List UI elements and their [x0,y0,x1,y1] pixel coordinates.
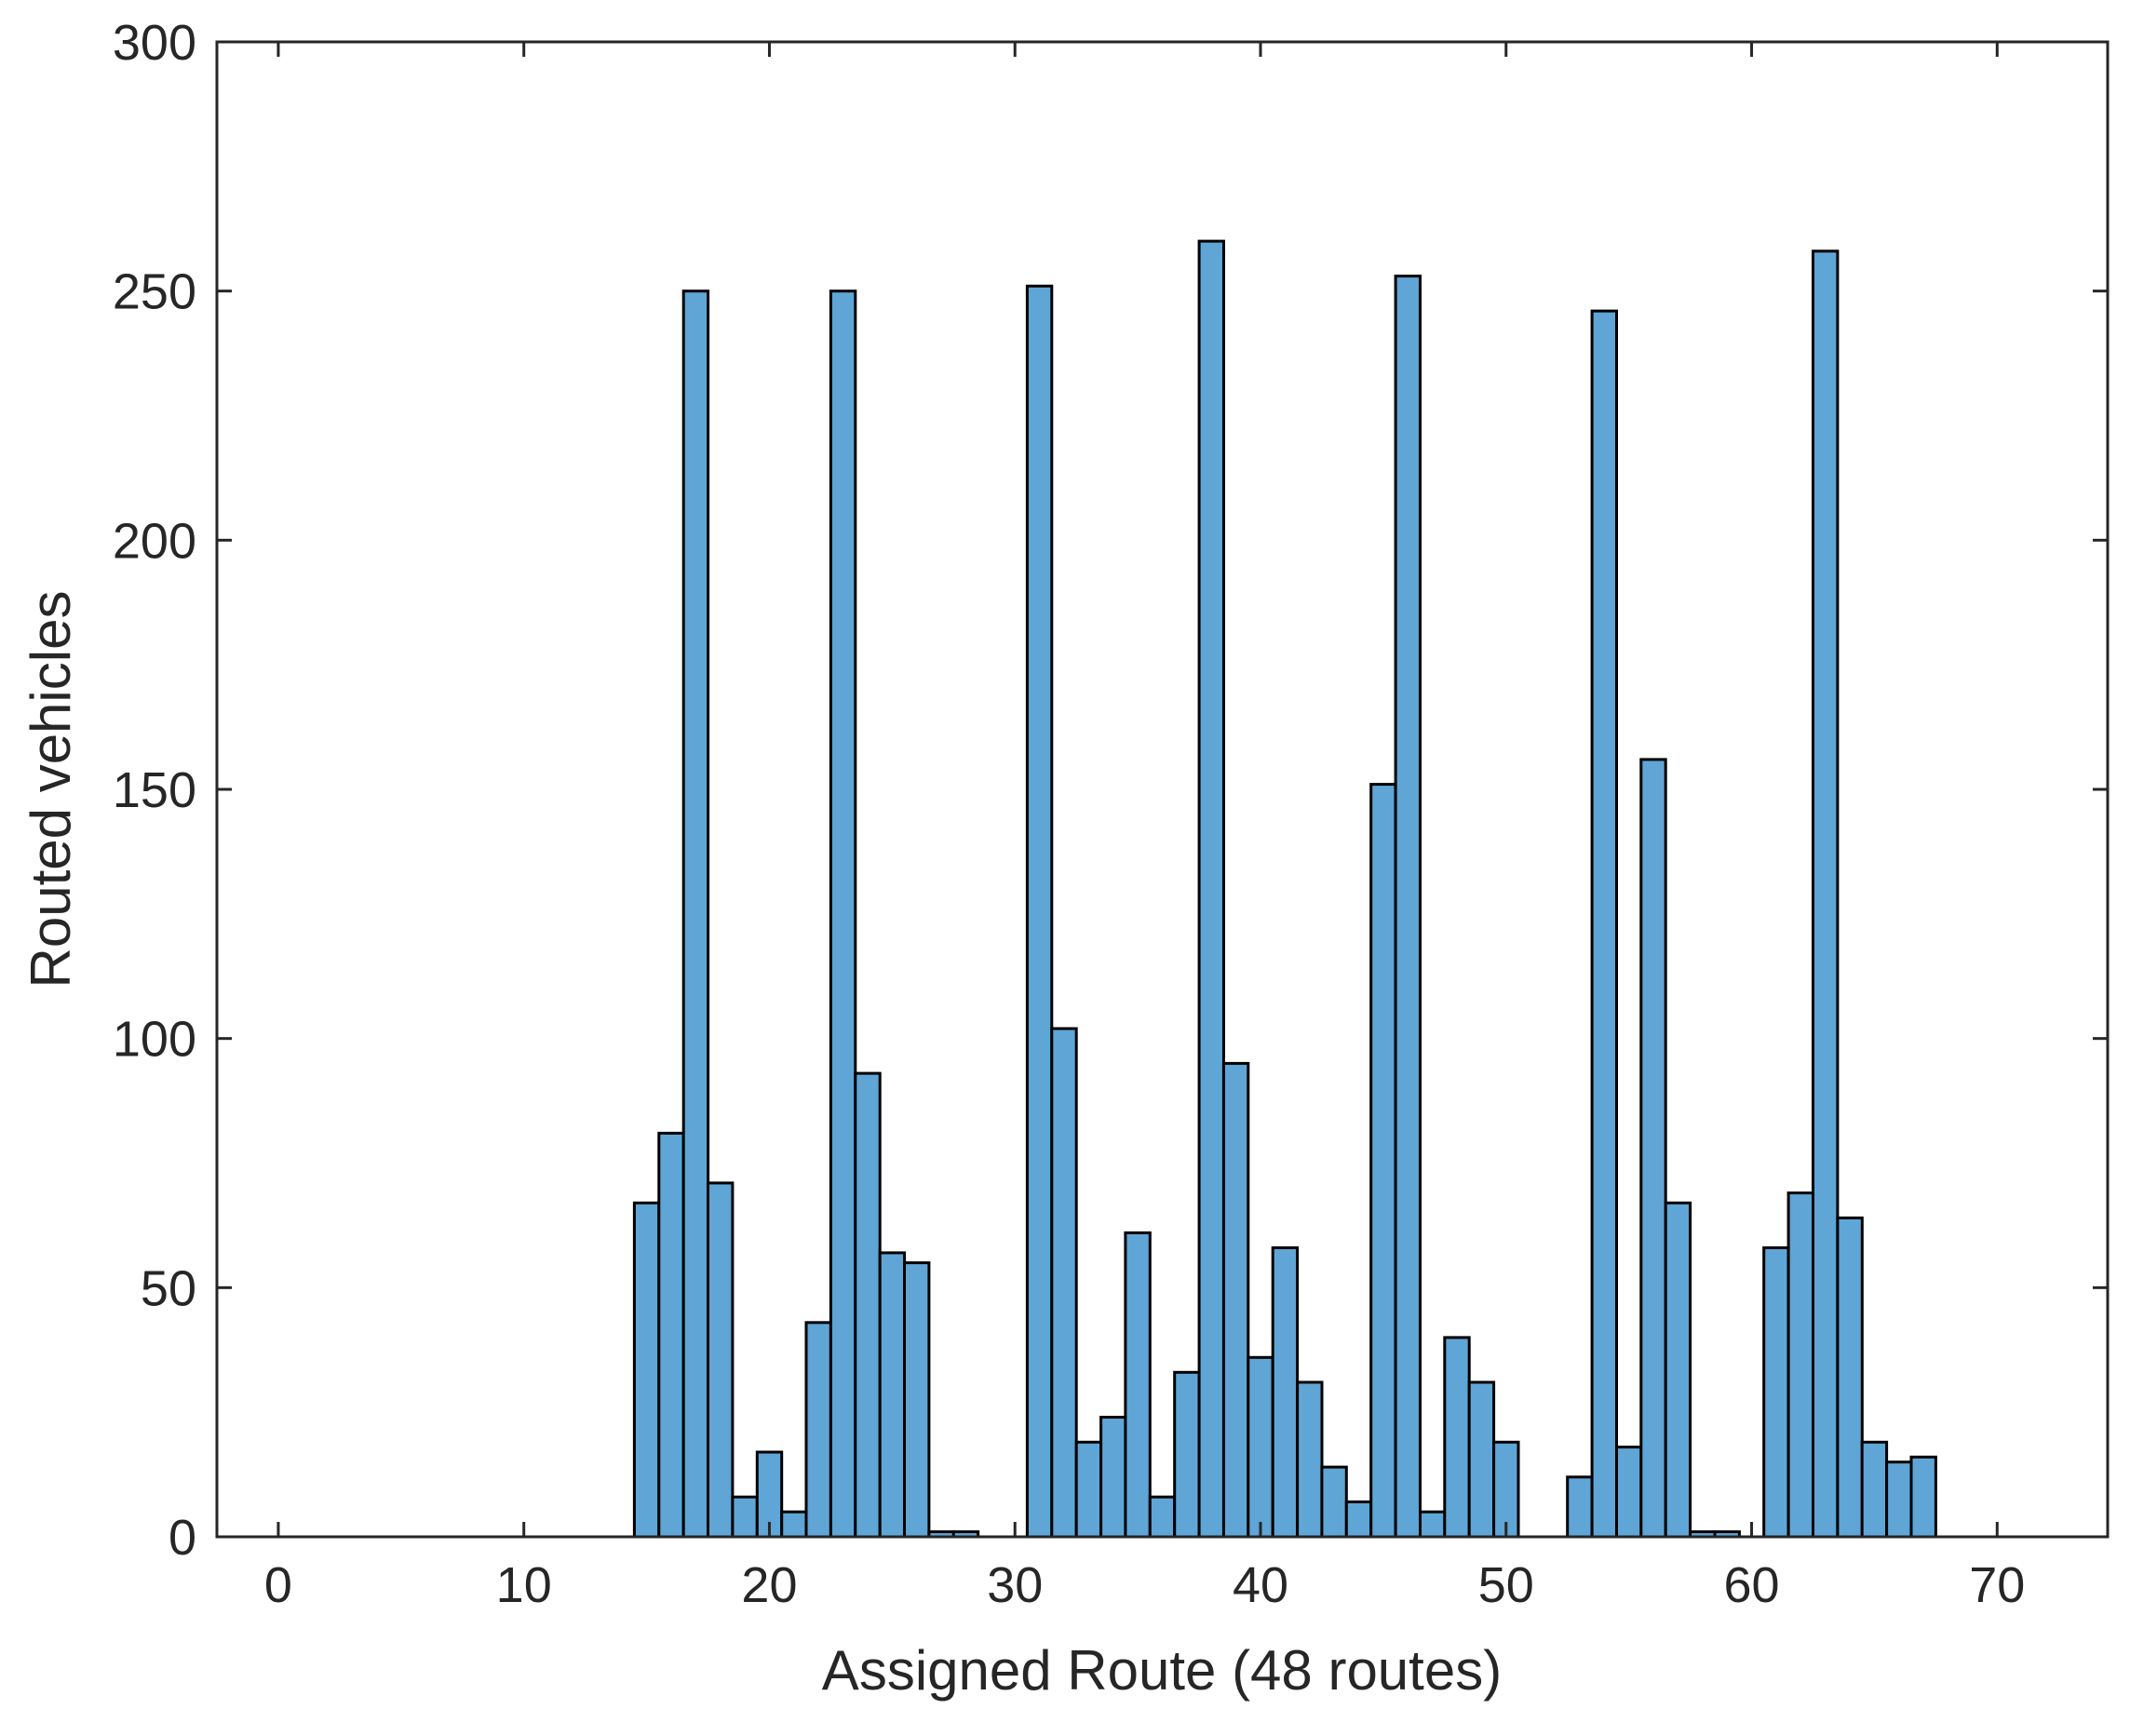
histogram-bar [731,1495,759,1539]
x-tick-label: 60 [1723,1557,1779,1613]
x-tick-label: 50 [1478,1557,1534,1613]
histogram-bar [1271,1246,1300,1539]
histogram-bar [1050,1027,1078,1539]
histogram-bar [878,1251,907,1539]
histogram-bar [1419,1510,1447,1539]
histogram-bar [1492,1440,1520,1539]
x-tick-label: 30 [987,1557,1043,1613]
histogram-bar [1467,1380,1496,1539]
y-tick-label: 0 [169,1510,196,1566]
histogram-bar [1615,1446,1643,1539]
histogram-bar [1124,1231,1152,1539]
x-axis-ticks: 0 10 20 30 40 50 60 70 [264,42,2025,1613]
x-tick-label: 70 [1969,1557,2025,1613]
histogram-bar [1860,1440,1889,1539]
histogram-bar [1369,783,1397,1539]
histogram-bar [1762,1246,1790,1539]
x-tick-label: 20 [741,1557,797,1613]
y-tick-label: 50 [141,1260,196,1316]
histogram-bar [1344,1500,1373,1539]
y-tick-label: 300 [113,15,196,71]
histogram-bar [1074,1440,1103,1539]
histogram-bar [657,1131,685,1539]
histogram-bar [1025,284,1054,1539]
histogram-bar [632,1201,661,1539]
histogram-bar [854,1071,882,1539]
histogram-bar [707,1181,735,1539]
histogram-bar [1885,1460,1913,1539]
histogram-bar [1148,1495,1177,1539]
histogram-bar [1909,1455,1937,1539]
histogram-bar [1836,1216,1864,1539]
histogram-bar [1296,1380,1324,1539]
y-tick-label: 250 [113,264,196,320]
histogram-bar [1221,1061,1250,1539]
histogram-bar [1639,758,1667,1539]
histogram-bar [804,1321,832,1539]
histogram-bar [1394,275,1422,1539]
histogram-bar [780,1510,808,1539]
histogram-bar [829,289,857,1539]
histogram-bar [1197,239,1225,1539]
histogram-bar [1173,1370,1201,1539]
histogram-bar [1566,1475,1594,1539]
x-tick-label: 10 [496,1557,552,1613]
x-axis-label: Assigned Route (48 routes) [822,1639,1502,1702]
x-tick-label: 40 [1233,1557,1288,1613]
histogram-bar [1320,1465,1348,1539]
histogram-bar [1664,1201,1692,1539]
histogram-bar [1247,1355,1274,1539]
histogram-bar [903,1261,931,1539]
histogram-bar [1786,1191,1814,1539]
histogram-bar [1443,1336,1471,1539]
histogram-bar [1099,1416,1127,1539]
histogram-bar [1590,309,1618,1539]
histogram-bar [681,289,710,1539]
y-tick-label: 200 [113,513,196,569]
y-tick-label: 150 [113,762,196,818]
y-axis-ticks: 0 50 100 150 200 250 300 [113,15,2108,1566]
x-tick-label: 0 [264,1557,292,1613]
histogram-bar [1812,249,1840,1539]
y-axis-label: Routed vehicles [20,591,82,989]
bars-group [632,239,1937,1539]
y-tick-label: 100 [113,1012,196,1068]
